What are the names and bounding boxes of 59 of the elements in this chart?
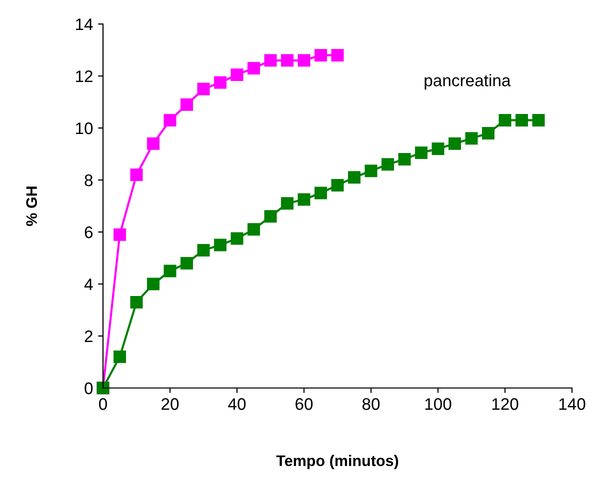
point xyxy=(432,142,444,156)
y-tick-label: 4 xyxy=(84,278,93,290)
x-tick-label: 140 xyxy=(559,398,586,410)
x-tick-label: 100 xyxy=(425,398,452,410)
point xyxy=(498,114,512,126)
point xyxy=(264,210,277,223)
point xyxy=(197,244,210,256)
x-tick-label: 60 xyxy=(296,398,313,410)
point xyxy=(214,76,226,89)
y-tick-label: 0 xyxy=(84,382,93,394)
point xyxy=(465,132,478,145)
point xyxy=(230,232,244,245)
point xyxy=(281,54,294,67)
y-tick-label: 8 xyxy=(84,174,93,186)
point xyxy=(415,146,428,159)
point xyxy=(314,48,327,62)
y-tick-label: 6 xyxy=(84,226,93,238)
point xyxy=(180,98,193,111)
point xyxy=(348,171,360,184)
x-axis-title: Tempo (minutos) xyxy=(276,454,398,470)
y-tick-label: 2 xyxy=(84,330,92,342)
point xyxy=(382,158,394,171)
x-tick-label: 80 xyxy=(362,398,380,410)
point xyxy=(482,126,494,140)
y-tick-label: 10 xyxy=(76,122,93,134)
point xyxy=(130,168,143,182)
point xyxy=(314,186,327,200)
point xyxy=(532,114,545,126)
point xyxy=(130,296,143,308)
series-label: pancreatina xyxy=(424,74,511,90)
point xyxy=(264,54,277,67)
point xyxy=(114,350,126,364)
point xyxy=(164,264,176,278)
point xyxy=(364,164,378,178)
point xyxy=(248,62,260,74)
point xyxy=(147,278,160,290)
y-tick-label: 14 xyxy=(76,18,93,30)
point xyxy=(398,152,411,166)
point xyxy=(331,48,344,62)
point xyxy=(248,223,260,236)
point xyxy=(147,137,160,150)
y-axis-title: % GH xyxy=(26,186,37,226)
x-tick-label: 120 xyxy=(492,398,518,410)
x-tick-label: 40 xyxy=(228,398,246,410)
point xyxy=(331,178,344,192)
point xyxy=(298,54,310,67)
y-tick-label: 12 xyxy=(76,70,92,82)
point xyxy=(281,197,294,210)
x-tick-label: 20 xyxy=(162,398,179,410)
point xyxy=(298,193,310,206)
point xyxy=(448,137,461,150)
point xyxy=(230,68,244,81)
point xyxy=(164,114,176,126)
point xyxy=(197,82,210,96)
point xyxy=(114,228,126,241)
point xyxy=(516,114,528,126)
point xyxy=(214,238,226,252)
x-tick-label: 0 xyxy=(99,398,107,410)
point xyxy=(180,256,193,270)
